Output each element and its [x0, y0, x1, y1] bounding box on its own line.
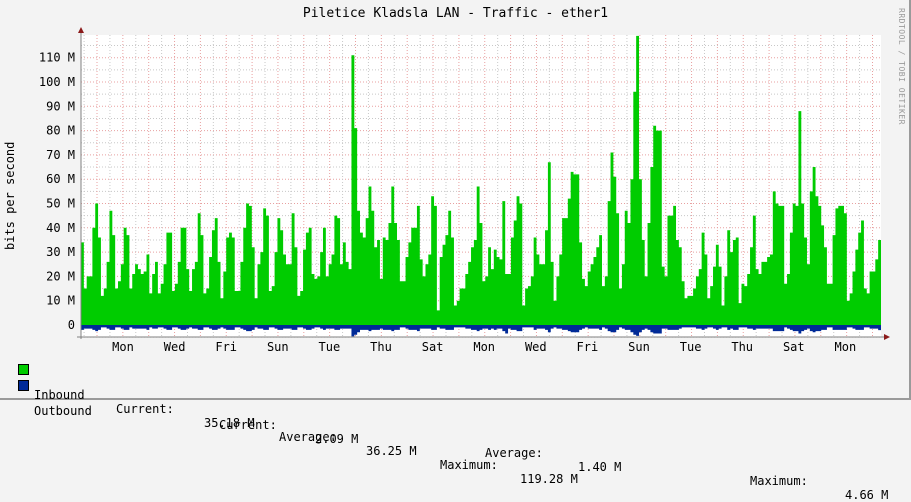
svg-text:50 M: 50 M	[46, 197, 75, 211]
graph-frame	[0, 0, 911, 400]
y-tick-labels: 0 10 M 20 M 30 M 40 M 50 M 60 M 70 M 80 M 90 M 100…	[39, 51, 75, 332]
svg-text:Mon: Mon	[112, 340, 134, 354]
outbound-average-label: Average:	[485, 446, 543, 460]
svg-text:Thu: Thu	[731, 340, 753, 354]
traffic-areas	[81, 35, 881, 337]
svg-text:30 M: 30 M	[46, 245, 75, 259]
svg-text:Sun: Sun	[628, 340, 650, 354]
inbound-label: Inbound	[34, 388, 85, 402]
inbound-current-label: Current:	[116, 402, 174, 416]
traffic-chart: 0 10 M 20 M 30 M 40 M 50 M 60 M 70 M 80 M 90 M 100…	[39, 27, 890, 354]
rrdtool-credit: RRDTOOL / TOBI OETIKER	[897, 8, 906, 125]
svg-text:110 M: 110 M	[39, 51, 75, 65]
legend-outbound: Outbound Current: 2.09 M Average: 1.40 M…	[0, 376, 888, 502]
svg-text:Sat: Sat	[783, 340, 805, 354]
outbound-average-value: 1.40 M	[578, 460, 622, 474]
chart-title: Piletice Kladsla LAN - Traffic - ether1	[302, 6, 609, 21]
svg-text:90 M: 90 M	[46, 99, 75, 113]
svg-text:60 M: 60 M	[46, 172, 75, 186]
outbound-label: Outbound	[34, 404, 92, 418]
svg-text:Tue: Tue	[319, 340, 341, 354]
svg-text:Mon: Mon	[473, 340, 495, 354]
svg-text:40 M: 40 M	[46, 221, 75, 235]
svg-text:Fri: Fri	[577, 340, 599, 354]
svg-text:Sat: Sat	[422, 340, 444, 354]
svg-text:Thu: Thu	[370, 340, 392, 354]
outbound-current-value: 2.09 M	[315, 432, 359, 446]
axes	[77, 27, 890, 340]
svg-text:Wed: Wed	[164, 340, 186, 354]
outbound-color-swatch	[18, 380, 29, 391]
svg-text:Mon: Mon	[835, 340, 857, 354]
inbound-average-value: 36.25 M	[366, 444, 417, 458]
outbound-current-label: Current:	[219, 418, 277, 432]
svg-text:Tue: Tue	[680, 340, 702, 354]
svg-text:Sun: Sun	[267, 340, 289, 354]
svg-text:20 M: 20 M	[46, 269, 75, 283]
svg-text:70 M: 70 M	[46, 148, 75, 162]
svg-text:Wed: Wed	[525, 340, 547, 354]
inbound-color-swatch	[18, 364, 29, 375]
inbound-maximum-label: Maximum:	[440, 458, 498, 472]
outbound-maximum-label: Maximum:	[750, 474, 808, 488]
svg-text:80 M: 80 M	[46, 124, 75, 138]
svg-text:Fri: Fri	[215, 340, 237, 354]
outbound-maximum-value: 4.66 M	[845, 488, 889, 502]
inbound-maximum-value: 119.28 M	[520, 472, 578, 486]
svg-text:0: 0	[68, 318, 75, 332]
svg-text:10 M: 10 M	[46, 294, 75, 308]
x-tick-labels: Mon Wed Fri Sun Tue Thu Sat Mon Wed Fri Sun Tue Thu S…	[112, 340, 856, 354]
svg-text:100 M: 100 M	[39, 75, 75, 89]
